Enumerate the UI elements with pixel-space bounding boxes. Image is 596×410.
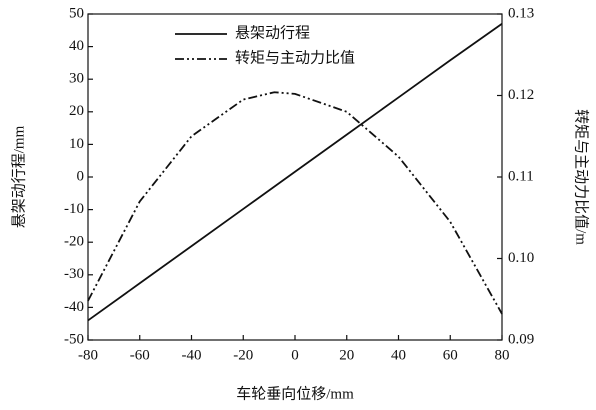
- y-tick-label: 0: [77, 168, 85, 184]
- data-line: [87, 91, 503, 315]
- y-tick-label: -40: [64, 299, 84, 315]
- y-axis-label: 悬架动行程/mm: [10, 125, 27, 228]
- y2-tick-label: 0.11: [508, 168, 534, 184]
- y2-tick-label: 0.09: [508, 331, 534, 347]
- x-tick-label: 80: [495, 347, 510, 363]
- x-tick-label: 20: [339, 347, 354, 363]
- y-tick-label: 10: [69, 136, 84, 152]
- y2-tick-label: 0.13: [508, 5, 534, 21]
- x-tick-label: -20: [233, 347, 253, 363]
- legend-label: 转矩与主动力比值: [235, 49, 355, 66]
- y-tick-label: 40: [69, 38, 84, 54]
- legend-label: 悬架动行程: [235, 24, 310, 41]
- y2-tick-label: 0.10: [508, 250, 534, 266]
- x-axis-label: 车轮垂向位移/mm: [236, 385, 354, 402]
- y2-tick-label: 0.12: [508, 87, 534, 103]
- y-tick-label: -20: [64, 234, 84, 250]
- y-tick-label: -10: [64, 201, 84, 217]
- x-tick-label: -40: [182, 347, 202, 363]
- x-tick-label: -60: [130, 347, 150, 363]
- data-line: [87, 23, 503, 322]
- x-tick-label: 0: [291, 347, 299, 363]
- y-tick-label: -50: [64, 331, 84, 347]
- y-tick-label: -30: [64, 266, 84, 282]
- y-tick-label: 50: [69, 5, 84, 21]
- y-tick-label: 30: [69, 71, 84, 87]
- y-tick-label: 20: [69, 103, 84, 119]
- x-tick-label: -80: [78, 347, 98, 363]
- x-tick-label: 60: [443, 347, 458, 363]
- y2-axis-label: 转矩与主动力比值/m: [573, 109, 590, 245]
- x-tick-label: 40: [391, 347, 406, 363]
